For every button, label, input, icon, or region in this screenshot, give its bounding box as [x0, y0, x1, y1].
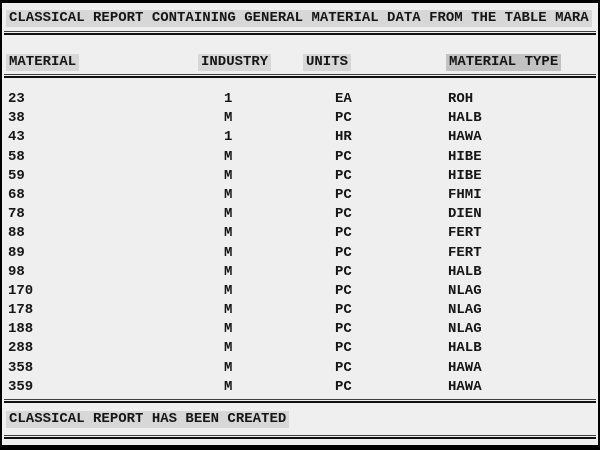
cell-material: 288	[8, 340, 34, 357]
cell-industry: M	[224, 206, 233, 223]
cell-material-type: FHMI	[448, 186, 482, 203]
table-row[interactable]: 43 1 HR HAWA	[2, 128, 598, 147]
cell-industry: M	[224, 263, 233, 280]
cell-industry: M	[224, 302, 233, 319]
cell-units: PC	[335, 302, 352, 319]
cell-material-type: HAWA	[448, 378, 482, 395]
cell-material-type: DIEN	[448, 206, 482, 223]
column-header-material: MATERIAL	[6, 54, 80, 71]
cell-material: 89	[8, 244, 25, 261]
cell-units: PC	[335, 110, 352, 127]
table-row[interactable]: 58 M PC HIBE	[2, 148, 598, 167]
cell-material-type: HAWA	[448, 359, 482, 376]
cell-units: PC	[335, 206, 352, 223]
column-header-industry: INDUSTRY	[198, 54, 272, 71]
cell-units: PC	[335, 282, 352, 299]
cell-units: PC	[335, 359, 352, 376]
table-row[interactable]: 170 M PC NLAG	[2, 282, 598, 301]
cell-material: 188	[8, 321, 34, 338]
separator-rule-title	[4, 31, 596, 35]
cell-industry: M	[224, 186, 233, 203]
cell-units: PC	[335, 167, 352, 184]
cell-industry: M	[224, 225, 233, 242]
cell-units: EA	[335, 91, 352, 107]
cell-industry: M	[224, 167, 233, 184]
cell-material-type: HALB	[448, 263, 482, 280]
cell-industry: 1	[224, 129, 233, 146]
cell-material: 68	[8, 186, 25, 203]
cell-material: 358	[8, 359, 34, 376]
cell-material: 98	[8, 263, 25, 280]
cell-units: PC	[335, 225, 352, 242]
cell-material: 43	[8, 129, 25, 146]
cell-units: HR	[335, 129, 352, 146]
report-footer-message: CLASSICAL REPORT HAS BEEN CREATED	[6, 411, 290, 428]
cell-material: 359	[8, 378, 34, 395]
cell-industry: M	[224, 321, 233, 338]
cell-industry: M	[224, 378, 233, 395]
cell-industry: M	[224, 110, 233, 127]
cell-units: PC	[335, 186, 352, 203]
table-header-row: MATERIAL INDUSTRY UNITS MATERIAL TYPE	[2, 54, 598, 73]
table-row[interactable]: 23 1 EA ROH	[2, 90, 598, 109]
cell-material-type: NLAG	[448, 282, 482, 299]
table-row[interactable]: 68 M PC FHMI	[2, 186, 598, 205]
cell-material-type: HALB	[448, 110, 482, 127]
table-row[interactable]: 88 M PC FERT	[2, 224, 598, 243]
report-title: CLASSICAL REPORT CONTAINING GENERAL MATE…	[6, 10, 592, 27]
cell-industry: M	[224, 340, 233, 357]
table-row[interactable]: 178 M PC NLAG	[2, 301, 598, 320]
table-row[interactable]: 38 M PC HALB	[2, 109, 598, 128]
cell-material-type: NLAG	[448, 321, 482, 338]
cell-units: PC	[335, 378, 352, 395]
separator-rule-header	[4, 74, 596, 78]
table-row[interactable]: 78 M PC DIEN	[2, 205, 598, 224]
cell-material: 38	[8, 110, 25, 127]
table-row[interactable]: 59 M PC HIBE	[2, 167, 598, 186]
cell-material: 78	[8, 206, 25, 223]
table-row[interactable]: 188 M PC NLAG	[2, 320, 598, 339]
cell-material-type: HIBE	[448, 148, 482, 165]
cell-material-type: FERT	[448, 225, 482, 242]
table-row[interactable]: 359 M PC HAWA	[2, 378, 598, 397]
cell-material-type: HALB	[448, 340, 482, 357]
cell-material: 178	[8, 302, 34, 319]
cell-material: 58	[8, 148, 25, 165]
cell-units: PC	[335, 263, 352, 280]
cell-material-type: FERT	[448, 244, 482, 261]
table-row[interactable]: 98 M PC HALB	[2, 263, 598, 282]
cell-units: PC	[335, 321, 352, 338]
report-footer-row: CLASSICAL REPORT HAS BEEN CREATED	[6, 411, 594, 428]
separator-rule-footer-top	[4, 399, 596, 403]
cell-material-type: NLAG	[448, 302, 482, 319]
cell-industry: M	[224, 148, 233, 165]
cell-material: 23	[8, 91, 25, 107]
cell-units: PC	[335, 244, 352, 261]
cell-material-type: HIBE	[448, 167, 482, 184]
report-title-row: CLASSICAL REPORT CONTAINING GENERAL MATE…	[6, 10, 594, 27]
cell-units: PC	[335, 148, 352, 165]
table-row[interactable]: 89 M PC FERT	[2, 244, 598, 263]
separator-rule-footer-bottom	[4, 435, 596, 439]
column-header-units: UNITS	[303, 54, 352, 71]
cell-material-type: ROH	[448, 91, 474, 107]
cell-industry: M	[224, 282, 233, 299]
table-row[interactable]: 288 M PC HALB	[2, 339, 598, 358]
cell-material: 88	[8, 225, 25, 242]
cell-industry: M	[224, 244, 233, 261]
cell-material: 59	[8, 167, 25, 184]
report-table-body: 23 1 EA ROH 38 M PC HALB 43 1 HR HAWA 58	[2, 90, 598, 397]
cell-material: 170	[8, 282, 34, 299]
table-row[interactable]: 358 M PC HAWA	[2, 359, 598, 378]
cell-units: PC	[335, 340, 352, 357]
column-header-material-type: MATERIAL TYPE	[446, 54, 562, 71]
cell-industry: 1	[224, 91, 233, 107]
cell-material-type: HAWA	[448, 129, 482, 146]
cell-industry: M	[224, 359, 233, 376]
